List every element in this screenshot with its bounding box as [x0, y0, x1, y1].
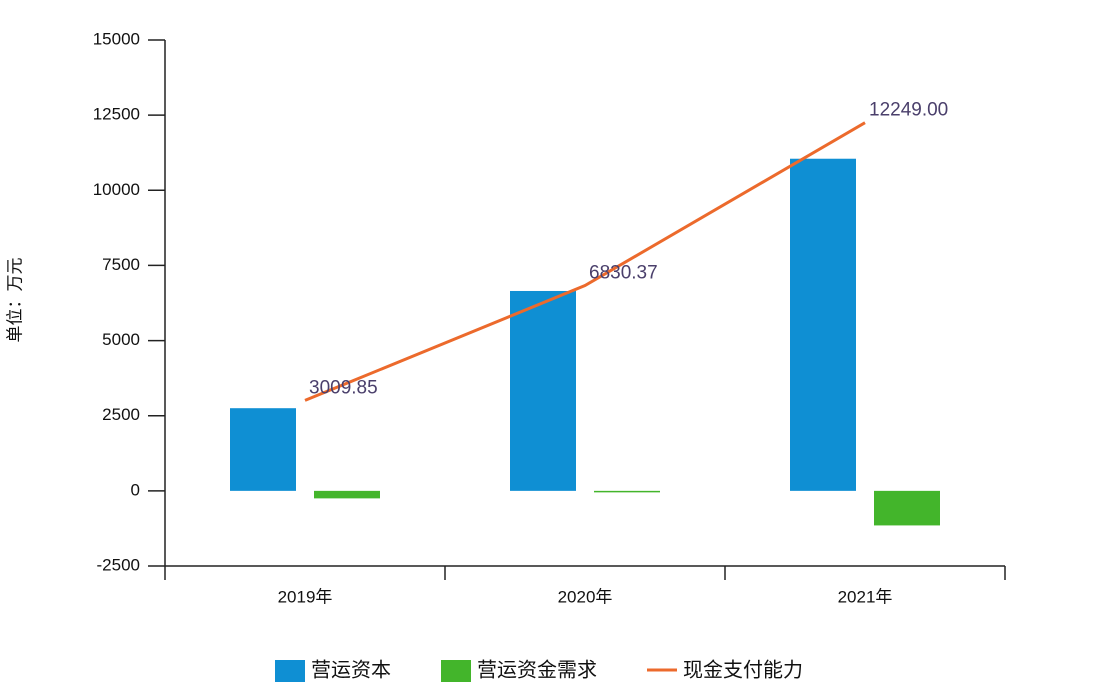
y-tick-label: 10000 — [93, 180, 140, 199]
bar — [594, 490, 660, 493]
y-tick-label: 5000 — [102, 330, 140, 349]
legend-label: 营运资金需求 — [477, 658, 597, 681]
legend-label: 营运资本 — [311, 658, 391, 681]
bar — [510, 290, 576, 491]
y-tick-label: 12500 — [93, 105, 140, 124]
bar — [790, 158, 856, 491]
legend-swatch — [441, 660, 471, 682]
legend-label: 现金支付能力 — [683, 658, 803, 681]
x-tick-label: 2021年 — [838, 587, 893, 606]
y-tick-label: 0 — [131, 480, 140, 499]
legend-swatch — [275, 660, 305, 682]
value-label: 12249.00 — [869, 100, 948, 121]
y-tick-label: 7500 — [102, 255, 140, 274]
x-tick-label: 2019年 — [278, 587, 333, 606]
y-tick-label: 2500 — [102, 405, 140, 424]
x-tick-label: 2020年 — [558, 587, 613, 606]
bar — [874, 490, 940, 526]
bar — [314, 490, 380, 499]
value-label: 6830.37 — [589, 263, 658, 284]
value-label: 3009.85 — [309, 377, 378, 398]
bar — [230, 408, 296, 491]
y-tick-label: 15000 — [93, 29, 140, 48]
y-tick-label: -2500 — [97, 555, 140, 574]
y-axis-label: 单位：万元 — [5, 258, 24, 343]
line — [304, 121, 866, 402]
